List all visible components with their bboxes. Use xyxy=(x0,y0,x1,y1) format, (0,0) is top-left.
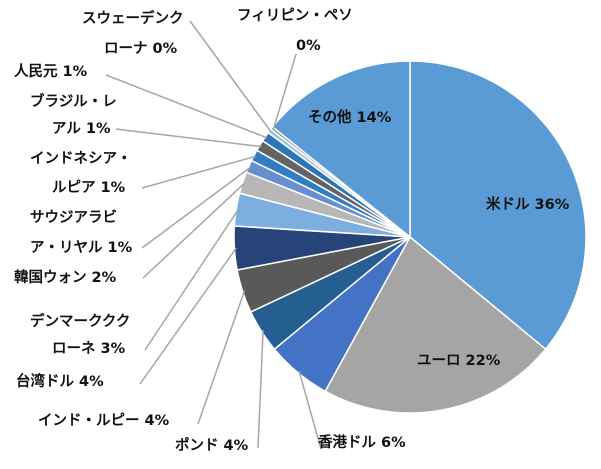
leader-line-14 xyxy=(272,53,297,130)
slice-label-14-line-2: 0% xyxy=(296,38,321,54)
leader-line-13 xyxy=(189,20,272,133)
slice-label-14-line-1: フィリピン・ペソ xyxy=(237,7,353,24)
leader-line-6 xyxy=(139,247,237,385)
slice-label-5: インド・ルピー 4% xyxy=(38,412,170,429)
slice-label-10-line-1: インドネシア・ xyxy=(30,150,132,167)
slice-label-4: ポンド 4% xyxy=(175,436,249,454)
slice-label-9-line-2: ア・リヤル 1% xyxy=(30,240,133,256)
leader-line-3 xyxy=(298,370,322,450)
slice-label-13-line-1: スウェーデンク xyxy=(82,9,184,27)
pie-slices xyxy=(233,60,587,414)
pie-slice-2 xyxy=(324,235,547,414)
slice-label-9-line-1: サウジアラビ xyxy=(30,209,117,226)
leader-line-9 xyxy=(141,166,252,249)
leader-line-7 xyxy=(144,209,239,351)
pie-slice-15 xyxy=(271,60,411,239)
slice-label-7-line-2: ローネ 3% xyxy=(52,340,126,357)
slice-label-2: ユーロ 22% xyxy=(417,353,501,369)
slice-label-10-line-2: ルピア 1% xyxy=(52,179,126,196)
slice-label-8: 韓国ウォン 2% xyxy=(14,268,117,286)
pie-slice-1 xyxy=(409,60,587,351)
leader-line-10 xyxy=(141,155,257,189)
slice-label-13-line-2: ローナ 0% xyxy=(104,40,178,57)
leader-line-4 xyxy=(257,330,264,449)
slice-label-11-line-1: ブラジル・レ xyxy=(30,92,117,110)
slice-label-7-line-1: デンマーククク xyxy=(30,312,130,330)
leader-line-12 xyxy=(105,74,268,139)
leader-line-8 xyxy=(142,182,246,279)
slice-labels: 米ドル 36% ユーロ 22% 香港ドル 6% ポンド 4% インド・ルピー 4% 台湾ド… xyxy=(14,7,570,454)
leader-line-11 xyxy=(115,128,262,148)
slice-label-3: 香港ドル 6% xyxy=(318,433,406,451)
slice-label-6: 台湾ドル 4% xyxy=(16,372,104,390)
slice-label-11-line-2: アル 1% xyxy=(52,121,111,137)
slice-label-12: 人民元 1% xyxy=(14,63,88,80)
leader-lines xyxy=(105,20,322,450)
slice-label-1: 米ドル 36% xyxy=(486,195,570,213)
leader-line-5 xyxy=(197,290,246,425)
slice-label-15: その他 14% xyxy=(308,108,392,126)
